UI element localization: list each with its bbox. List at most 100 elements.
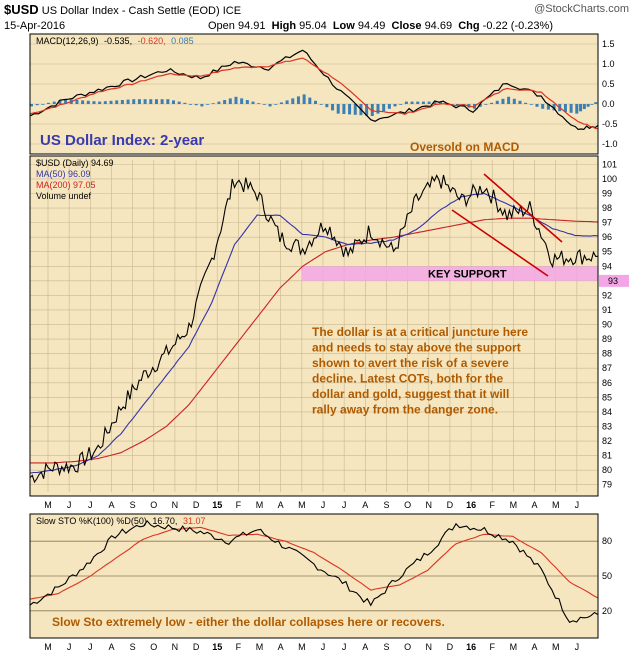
macd-hist-bar: [594, 102, 598, 104]
macd-hist-bar: [41, 104, 45, 105]
price-x-tick-20: 16: [466, 500, 476, 510]
macd-hist-bar: [535, 104, 539, 107]
commentary-text: The dollar is at a critical juncture her…: [312, 325, 528, 417]
macd-hist-bar: [331, 104, 335, 111]
commentary-line-3: decline. Latest COTs, both for the: [312, 372, 503, 386]
price-y-tick-22: 79: [602, 480, 612, 490]
sto-x-tick-23: A: [532, 642, 538, 652]
macd-hist-bar: [189, 104, 193, 105]
macd-hist-bar: [52, 101, 56, 104]
macd-hist-bar: [251, 101, 255, 104]
price-y-tick-2: 99: [602, 188, 612, 198]
macd-hist-bar: [438, 101, 442, 104]
macd-hist-bar: [245, 100, 249, 104]
macd-hist-bar: [234, 96, 238, 104]
macd-hist-bar: [569, 104, 573, 113]
sto-x-tick-24: M: [552, 642, 560, 652]
brand[interactable]: @StockCharts.com: [534, 3, 629, 15]
price-y-tick-9: 92: [602, 290, 612, 300]
price-x-tick-23: A: [532, 500, 538, 510]
ohlc-readout: Open 94.91 High 95.04 Low 94.49 Close 94…: [208, 20, 553, 32]
macd-hist-bar: [296, 96, 300, 104]
macd-hist-bar: [98, 101, 102, 104]
macd-hist-bar: [47, 102, 51, 104]
sto-x-tick-8: 15: [212, 642, 222, 652]
macd-hist-bar: [490, 102, 494, 104]
price-y-tick-17: 84: [602, 407, 612, 417]
sto-y-tick-2: 20: [602, 606, 612, 616]
sto-x-tick-22: M: [510, 642, 518, 652]
macd-hist-bar: [512, 98, 516, 104]
macd-hist-bar: [365, 104, 369, 116]
sto-x-tick-7: D: [193, 642, 200, 652]
price-x-tick-7: D: [193, 500, 200, 510]
price-y-tick-13: 88: [602, 349, 612, 359]
price-x-tick-8: 15: [212, 500, 222, 510]
macd-hist-bar: [382, 104, 386, 112]
macd-hist-bar: [586, 104, 590, 107]
sto-x-tick-18: N: [426, 642, 433, 652]
symbol-name: US Dollar Index - Cash Settle (EOD) ICE: [41, 5, 242, 17]
price-y-tick-11: 90: [602, 320, 612, 330]
macd-hist-bar: [223, 100, 227, 104]
macd-hist-bar: [387, 104, 391, 109]
macd-hist-bar: [183, 102, 187, 104]
macd-hist-bar: [393, 104, 397, 107]
price-x-tick-14: J: [342, 500, 347, 510]
macd-hist-bar: [546, 104, 550, 110]
macd-hist-bar: [75, 100, 79, 104]
price-y-tick-5: 96: [602, 232, 612, 242]
sto-x-tick-9: F: [236, 642, 242, 652]
macd-hist-bar: [257, 103, 261, 104]
svg-text:Volume undef: Volume undef: [36, 191, 92, 201]
macd-hist-bar: [433, 101, 437, 104]
macd-hist-bar: [200, 104, 204, 107]
svg-text:$USD (Daily) 94.69: $USD (Daily) 94.69: [36, 158, 114, 168]
price-x-tick-24: M: [552, 500, 560, 510]
sto-d-line: [29, 526, 599, 600]
macd-hist-bar: [160, 99, 164, 104]
date: 15-Apr-2016: [4, 20, 66, 32]
sto-x-tick-2: J: [88, 642, 93, 652]
price-line: [29, 174, 599, 484]
macd-hist-bar: [137, 99, 141, 104]
macd-hist-bar: [478, 104, 482, 107]
macd-hist-bar: [456, 104, 459, 106]
sto-x-tick-11: A: [278, 642, 284, 652]
support-label: KEY SUPPORT: [428, 269, 507, 281]
macd-hist-bar: [529, 104, 533, 105]
macd-hist-bar: [64, 99, 68, 104]
price-panel: KEY SUPPORT 101 100 99 98 97 96 95 94 93 92 91 90 89…: [29, 155, 629, 510]
sto-y-tick-0: 80: [602, 536, 612, 546]
macd-hist-bar: [308, 97, 312, 104]
macd-annotation: Oversold on MACD: [410, 140, 520, 154]
macd-y-tick-5: -1.0: [602, 139, 618, 149]
macd-hist-bar: [484, 104, 488, 105]
price-x-tick-12: M: [298, 500, 306, 510]
macd-hist-bar: [228, 98, 232, 104]
sto-x-tick-6: N: [172, 642, 179, 652]
macd-hist-bar: [501, 98, 505, 104]
price-y-tick-14: 87: [602, 363, 612, 373]
commentary-line-1: and needs to stay above the support: [312, 341, 521, 355]
macd-hist-bar: [166, 99, 170, 104]
sto-x-tick-4: S: [130, 642, 136, 652]
svg-text:MA(200) 97.05: MA(200) 97.05: [36, 180, 96, 190]
macd-y-tick-2: 0.5: [602, 79, 615, 89]
last-price-tag-text: 93: [608, 276, 618, 286]
macd-legend: MACD(12,26,9) -0.535, -0.620, 0.085: [36, 36, 194, 46]
sto-x-tick-10: M: [256, 642, 264, 652]
support-zone: [302, 266, 598, 281]
macd-hist-bar: [541, 104, 545, 109]
sto-x-tick-20: 16: [466, 642, 476, 652]
price-y-tick-3: 98: [602, 203, 612, 213]
last-price-tag: [599, 274, 629, 287]
macd-hist-bar: [126, 99, 130, 104]
chart-header-line-2: 15-Apr-2016: [4, 20, 65, 32]
price-x-tick-2: J: [88, 500, 93, 510]
macd-hist-bar: [109, 100, 113, 104]
macd-hist-bar: [579, 104, 583, 112]
price-y-tick-19: 82: [602, 436, 612, 446]
price-y-tick-0: 101: [602, 159, 617, 169]
